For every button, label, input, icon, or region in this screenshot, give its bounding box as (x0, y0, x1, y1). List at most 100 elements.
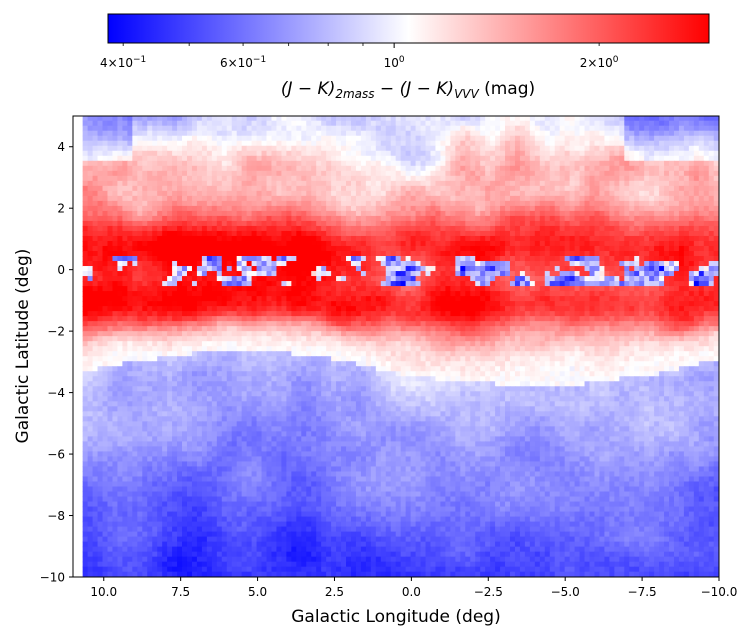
heatmap-cell (584, 140, 591, 147)
heatmap-cell (390, 306, 397, 312)
heatmap-cell (703, 296, 710, 302)
heatmap-cell (629, 235, 635, 242)
heatmap-cell (624, 145, 630, 152)
heatmap-cell (430, 165, 437, 172)
heatmap-cell (261, 135, 268, 142)
heatmap-cell (87, 296, 94, 302)
heatmap-cell (549, 210, 556, 217)
heatmap-cell (311, 145, 317, 152)
heatmap-cell (276, 210, 283, 217)
heatmap-cell (405, 245, 412, 252)
heatmap-cell (375, 175, 382, 182)
heatmap-cell (261, 150, 268, 157)
heatmap-cell (584, 261, 591, 267)
heatmap-cell (122, 125, 128, 132)
heatmap-cell (400, 245, 407, 252)
heatmap-cell (579, 145, 586, 152)
heatmap-cell (669, 210, 675, 217)
heatmap-cell (539, 301, 546, 307)
heatmap-cell (132, 205, 138, 212)
heatmap-cell (231, 210, 238, 217)
heatmap-cell (594, 210, 601, 217)
heatmap-cell (370, 220, 377, 227)
heatmap-cell (529, 291, 536, 297)
heatmap-cell (321, 291, 327, 297)
heatmap-cell (579, 240, 586, 247)
heatmap-cell (276, 286, 283, 292)
heatmap-cell (554, 291, 561, 297)
heatmap-cell (629, 160, 635, 167)
heatmap-cell (395, 235, 402, 242)
heatmap-cell (261, 130, 268, 137)
heatmap-cell (92, 256, 99, 262)
heatmap-cell (539, 190, 546, 197)
heatmap-cell (261, 240, 268, 247)
heatmap-cell (505, 240, 511, 247)
heatmap-cell (375, 235, 382, 242)
heatmap-cell (286, 235, 292, 242)
heatmap-cell (142, 160, 148, 167)
heatmap-cell (266, 190, 273, 197)
heatmap-cell (355, 291, 362, 297)
heatmap-cell (321, 185, 327, 192)
heatmap-cell (82, 200, 89, 207)
heatmap-cell (186, 296, 193, 302)
heatmap-cell (664, 135, 670, 142)
heatmap-cell (311, 281, 317, 287)
heatmap-cell (301, 261, 307, 267)
heatmap-cell (435, 306, 442, 312)
heatmap-cell (152, 195, 158, 202)
heatmap-cell (331, 245, 337, 252)
heatmap-cell (435, 130, 442, 137)
heatmap-cell (365, 155, 372, 162)
heatmap-cell (266, 266, 273, 272)
heatmap-cell (649, 250, 655, 257)
heatmap-cell (524, 150, 531, 157)
heatmap-cell (629, 185, 635, 192)
heatmap-cell (524, 215, 531, 222)
heatmap-cell (365, 245, 372, 252)
heatmap-cell (281, 271, 287, 277)
heatmap-cell (470, 301, 476, 307)
heatmap-cell (172, 170, 178, 177)
heatmap-cell (554, 286, 561, 292)
heatmap-cell (276, 175, 283, 182)
heatmap-cell (211, 120, 218, 127)
heatmap-cell (649, 276, 655, 282)
heatmap-cell (316, 155, 322, 162)
heatmap-cell (316, 150, 322, 157)
heatmap-cell (316, 180, 322, 187)
heatmap-cell (266, 220, 273, 227)
heatmap-cell (609, 195, 615, 202)
heatmap-cell (162, 205, 168, 212)
heatmap-cell (644, 160, 650, 167)
heatmap-cell (634, 306, 640, 312)
heatmap-cell (152, 250, 158, 257)
heatmap-cell (281, 220, 287, 227)
heatmap-cell (604, 116, 610, 122)
heatmap-cell (634, 250, 640, 257)
heatmap-cell (331, 190, 337, 197)
heatmap-cell (609, 301, 615, 307)
heatmap-cell (226, 291, 233, 297)
heatmap-cell (360, 301, 367, 307)
heatmap-cell (196, 185, 203, 192)
heatmap-cell (644, 276, 650, 282)
heatmap-cell (678, 205, 685, 212)
heatmap-cell (450, 266, 456, 272)
heatmap-cell (430, 281, 437, 287)
heatmap-cell (276, 245, 283, 252)
heatmap-cell (405, 301, 412, 307)
heatmap-cell (147, 185, 153, 192)
heatmap-cell (549, 230, 556, 237)
heatmap-cell (410, 175, 417, 182)
heatmap-cell (122, 215, 128, 222)
heatmap-cell (261, 185, 268, 192)
heatmap-cell (569, 135, 576, 142)
heatmap-cell (698, 210, 705, 217)
heatmap-cell (619, 245, 625, 252)
heatmap-cell (678, 175, 685, 182)
heatmap-cell (231, 135, 238, 142)
heatmap-cell (490, 286, 496, 292)
heatmap-cell (87, 240, 94, 247)
